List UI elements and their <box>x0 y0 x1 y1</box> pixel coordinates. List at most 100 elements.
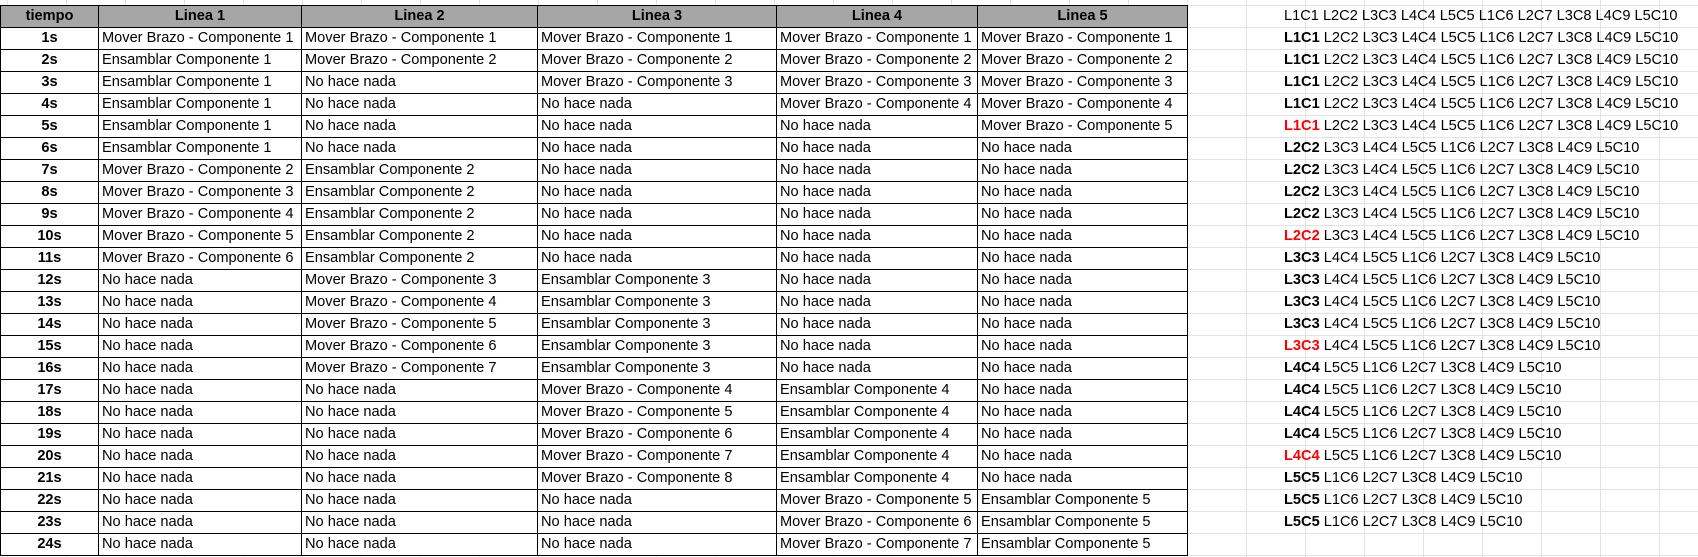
linea-5-cell[interactable]: No hace nada <box>977 247 1188 270</box>
linea-4-cell[interactable]: No hace nada <box>776 357 978 380</box>
linea-2-cell[interactable]: Ensamblar Componente 2 <box>301 159 538 182</box>
time-cell[interactable]: 15s <box>0 335 99 358</box>
linea-1-cell[interactable]: No hace nada <box>98 401 302 424</box>
linea-3-cell[interactable]: Ensamblar Componente 3 <box>537 269 777 292</box>
linea-5-cell[interactable]: Mover Brazo - Componente 4 <box>977 93 1188 116</box>
linea-5-cell[interactable]: No hace nada <box>977 357 1188 380</box>
linea-1-cell[interactable]: No hace nada <box>98 533 302 556</box>
linea-5-cell[interactable]: No hace nada <box>977 181 1188 204</box>
linea-4-cell[interactable]: Mover Brazo - Componente 5 <box>776 489 978 512</box>
linea-5-cell[interactable]: No hace nada <box>977 137 1188 160</box>
sequence-line[interactable]: L1C1 L2C2 L3C3 L4C4 L5C5 L1C6 L2C7 L3C8 … <box>1284 5 1678 27</box>
linea-3-cell[interactable]: Ensamblar Componente 3 <box>537 291 777 314</box>
linea-4-cell[interactable]: Ensamblar Componente 4 <box>776 423 978 446</box>
linea-2-cell[interactable]: No hace nada <box>301 445 538 468</box>
sequence-line[interactable]: L1C1 L2C2 L3C3 L4C4 L5C5 L1C6 L2C7 L3C8 … <box>1284 27 1678 49</box>
linea-4-cell[interactable]: No hace nada <box>776 247 978 270</box>
time-cell[interactable]: 23s <box>0 511 99 534</box>
linea-1-cell[interactable]: No hace nada <box>98 291 302 314</box>
linea-1-cell[interactable]: Mover Brazo - Componente 5 <box>98 225 302 248</box>
sequence-line[interactable]: L1C1 L2C2 L3C3 L4C4 L5C5 L1C6 L2C7 L3C8 … <box>1284 71 1678 93</box>
linea-4-cell[interactable]: No hace nada <box>776 313 978 336</box>
linea-2-cell[interactable]: Mover Brazo - Componente 5 <box>301 313 538 336</box>
sequence-line[interactable]: L1C1 L2C2 L3C3 L4C4 L5C5 L1C6 L2C7 L3C8 … <box>1284 93 1678 115</box>
linea-1-cell[interactable]: No hace nada <box>98 489 302 512</box>
sequence-line[interactable]: L4C4 L5C5 L1C6 L2C7 L3C8 L4C9 L5C10 <box>1284 357 1678 379</box>
linea-5-cell[interactable]: Ensamblar Componente 5 <box>977 533 1188 556</box>
time-cell[interactable]: 20s <box>0 445 99 468</box>
linea-5-cell[interactable]: No hace nada <box>977 159 1188 182</box>
linea-4-cell[interactable]: Mover Brazo - Componente 7 <box>776 533 978 556</box>
sequence-line[interactable]: L3C3 L4C4 L5C5 L1C6 L2C7 L3C8 L4C9 L5C10 <box>1284 247 1678 269</box>
header-cell-linea-5[interactable]: Linea 5 <box>977 5 1188 28</box>
linea-2-cell[interactable]: No hace nada <box>301 533 538 556</box>
sequence-line[interactable]: L5C5 L1C6 L2C7 L3C8 L4C9 L5C10 <box>1284 489 1678 511</box>
linea-5-cell[interactable]: No hace nada <box>977 467 1188 490</box>
linea-2-cell[interactable]: No hace nada <box>301 423 538 446</box>
linea-4-cell[interactable]: Mover Brazo - Componente 4 <box>776 93 978 116</box>
linea-4-cell[interactable]: No hace nada <box>776 269 978 292</box>
linea-1-cell[interactable]: No hace nada <box>98 379 302 402</box>
time-cell[interactable]: 21s <box>0 467 99 490</box>
time-cell[interactable]: 12s <box>0 269 99 292</box>
linea-1-cell[interactable]: Ensamblar Componente 1 <box>98 71 302 94</box>
linea-5-cell[interactable]: No hace nada <box>977 225 1188 248</box>
linea-1-cell[interactable]: Mover Brazo - Componente 4 <box>98 203 302 226</box>
linea-5-cell[interactable]: No hace nada <box>977 379 1188 402</box>
time-cell[interactable]: 8s <box>0 181 99 204</box>
linea-3-cell[interactable]: Mover Brazo - Componente 8 <box>537 467 777 490</box>
linea-1-cell[interactable]: Ensamblar Componente 1 <box>98 49 302 72</box>
time-cell[interactable]: 7s <box>0 159 99 182</box>
linea-3-cell[interactable]: Ensamblar Componente 3 <box>537 335 777 358</box>
linea-2-cell[interactable]: No hace nada <box>301 137 538 160</box>
sequence-line[interactable]: L5C5 L1C6 L2C7 L3C8 L4C9 L5C10 <box>1284 511 1678 533</box>
time-cell[interactable]: 11s <box>0 247 99 270</box>
time-cell[interactable]: 24s <box>0 533 99 556</box>
linea-1-cell[interactable]: No hace nada <box>98 467 302 490</box>
linea-3-cell[interactable]: No hace nada <box>537 115 777 138</box>
header-cell-linea-2[interactable]: Linea 2 <box>301 5 538 28</box>
linea-4-cell[interactable]: Ensamblar Componente 4 <box>776 401 978 424</box>
linea-5-cell[interactable]: Ensamblar Componente 5 <box>977 489 1188 512</box>
linea-2-cell[interactable]: No hace nada <box>301 379 538 402</box>
time-cell[interactable]: 16s <box>0 357 99 380</box>
linea-3-cell[interactable]: Mover Brazo - Componente 3 <box>537 71 777 94</box>
linea-3-cell[interactable]: Ensamblar Componente 3 <box>537 357 777 380</box>
header-cell-linea-3[interactable]: Linea 3 <box>537 5 777 28</box>
linea-4-cell[interactable]: No hace nada <box>776 159 978 182</box>
linea-2-cell[interactable]: No hace nada <box>301 71 538 94</box>
linea-2-cell[interactable]: No hace nada <box>301 401 538 424</box>
linea-3-cell[interactable]: No hace nada <box>537 93 777 116</box>
linea-1-cell[interactable]: Ensamblar Componente 1 <box>98 115 302 138</box>
time-cell[interactable]: 22s <box>0 489 99 512</box>
linea-1-cell[interactable]: No hace nada <box>98 445 302 468</box>
linea-3-cell[interactable]: Mover Brazo - Componente 4 <box>537 379 777 402</box>
sequence-line[interactable]: L2C2 L3C3 L4C4 L5C5 L1C6 L2C7 L3C8 L4C9 … <box>1284 181 1678 203</box>
linea-1-cell[interactable]: No hace nada <box>98 335 302 358</box>
linea-3-cell[interactable]: No hace nada <box>537 533 777 556</box>
linea-2-cell[interactable]: No hace nada <box>301 93 538 116</box>
time-cell[interactable]: 17s <box>0 379 99 402</box>
linea-3-cell[interactable]: Mover Brazo - Componente 6 <box>537 423 777 446</box>
sequence-line[interactable]: L4C4 L5C5 L1C6 L2C7 L3C8 L4C9 L5C10 <box>1284 445 1678 467</box>
linea-3-cell[interactable]: No hace nada <box>537 137 777 160</box>
linea-4-cell[interactable]: No hace nada <box>776 181 978 204</box>
linea-2-cell[interactable]: Mover Brazo - Componente 1 <box>301 27 538 50</box>
sequence-line[interactable]: L3C3 L4C4 L5C5 L1C6 L2C7 L3C8 L4C9 L5C10 <box>1284 291 1678 313</box>
linea-5-cell[interactable]: No hace nada <box>977 313 1188 336</box>
linea-4-cell[interactable]: Mover Brazo - Componente 3 <box>776 71 978 94</box>
sequence-line[interactable]: L3C3 L4C4 L5C5 L1C6 L2C7 L3C8 L4C9 L5C10 <box>1284 335 1678 357</box>
linea-4-cell[interactable]: No hace nada <box>776 291 978 314</box>
linea-4-cell[interactable]: No hace nada <box>776 203 978 226</box>
linea-1-cell[interactable]: Mover Brazo - Componente 3 <box>98 181 302 204</box>
time-cell[interactable]: 4s <box>0 93 99 116</box>
linea-4-cell[interactable]: Mover Brazo - Componente 6 <box>776 511 978 534</box>
time-cell[interactable]: 3s <box>0 71 99 94</box>
linea-2-cell[interactable]: Mover Brazo - Componente 4 <box>301 291 538 314</box>
linea-2-cell[interactable]: Ensamblar Componente 2 <box>301 181 538 204</box>
sequence-line[interactable]: L1C1 L2C2 L3C3 L4C4 L5C5 L1C6 L2C7 L3C8 … <box>1284 115 1678 137</box>
linea-3-cell[interactable]: No hace nada <box>537 181 777 204</box>
linea-4-cell[interactable]: Mover Brazo - Componente 1 <box>776 27 978 50</box>
time-cell[interactable]: 14s <box>0 313 99 336</box>
sequence-line[interactable]: L3C3 L4C4 L5C5 L1C6 L2C7 L3C8 L4C9 L5C10 <box>1284 269 1678 291</box>
